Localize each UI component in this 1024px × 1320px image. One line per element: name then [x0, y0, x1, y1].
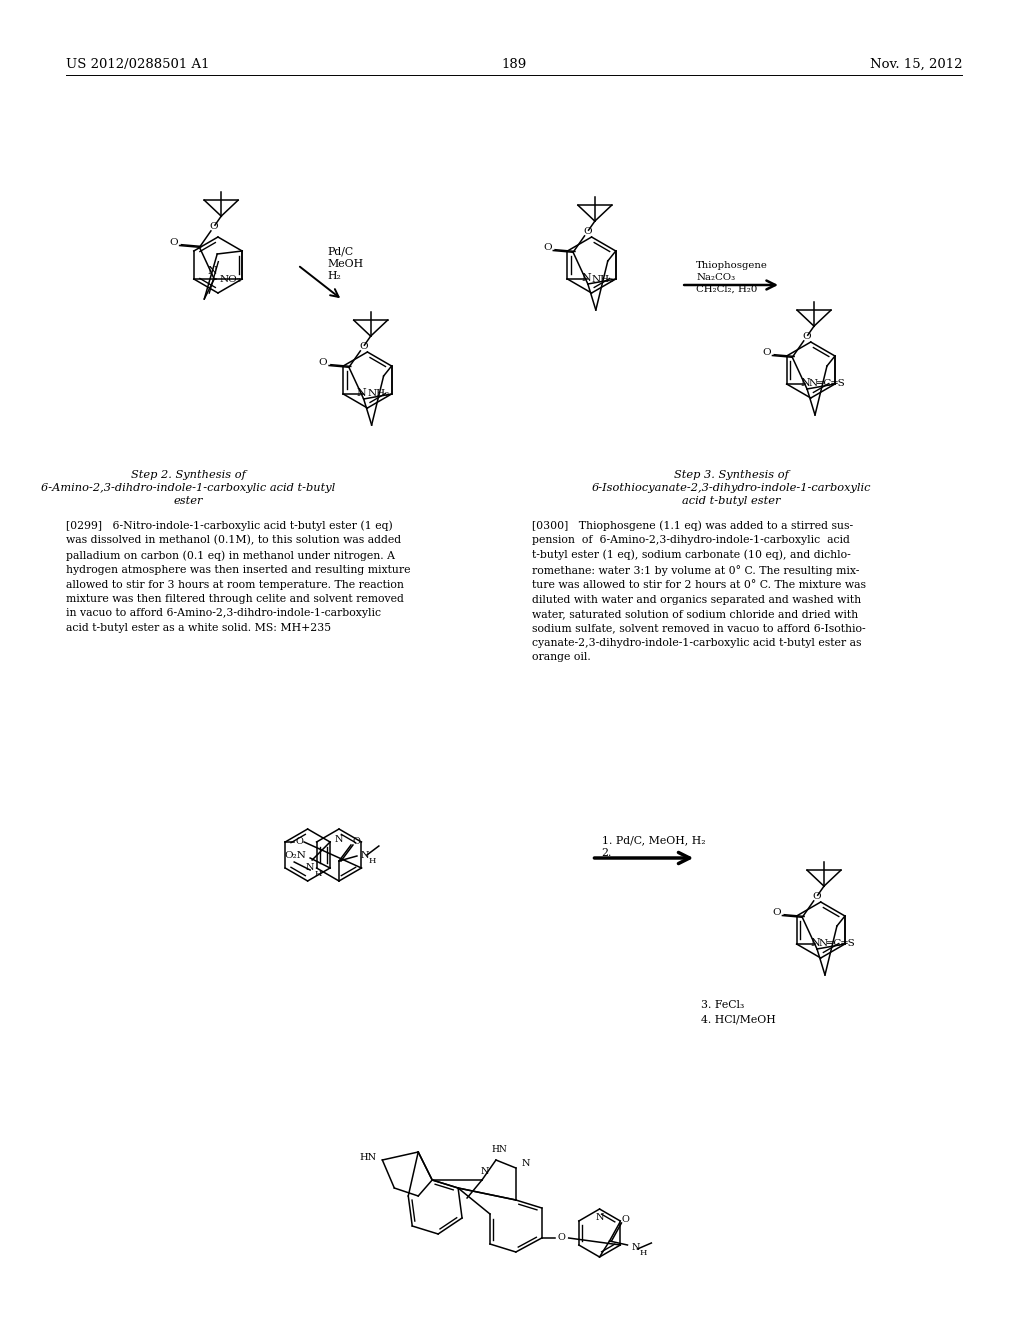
Text: H₂: H₂: [328, 271, 341, 281]
Text: N═C═S: N═C═S: [818, 940, 855, 949]
Text: Step 3. Synthesis of: Step 3. Synthesis of: [674, 470, 788, 480]
Text: O: O: [318, 358, 328, 367]
Text: N: N: [632, 1242, 640, 1251]
Text: N: N: [306, 862, 314, 871]
Text: O: O: [295, 837, 303, 846]
Text: H: H: [314, 870, 322, 878]
Text: N: N: [800, 378, 810, 388]
Text: Thiophosgene: Thiophosgene: [696, 261, 768, 271]
Text: 1. Pd/C, MeOH, H₂: 1. Pd/C, MeOH, H₂: [601, 836, 706, 845]
Text: O₂N: O₂N: [285, 851, 306, 861]
Text: 189: 189: [502, 58, 526, 71]
Text: O: O: [802, 333, 811, 342]
Text: O: O: [622, 1214, 630, 1224]
Text: N═C═S: N═C═S: [809, 380, 845, 388]
Text: N: N: [595, 1213, 604, 1222]
Text: [0299]   6-Nitro-indole-1-carboxylic acid t-butyl ester (1 eq)
was dissolved in : [0299] 6-Nitro-indole-1-carboxylic acid …: [66, 520, 410, 632]
Text: acid t-butyl ester: acid t-butyl ester: [682, 496, 780, 506]
Text: H: H: [369, 857, 376, 865]
Text: N: N: [581, 273, 591, 282]
Text: HN: HN: [492, 1146, 507, 1155]
Text: NH₂: NH₂: [591, 275, 613, 284]
Text: O: O: [210, 222, 218, 231]
Text: N: N: [480, 1167, 489, 1176]
Text: O: O: [583, 227, 592, 236]
Text: O: O: [772, 908, 780, 917]
Text: ester: ester: [173, 496, 203, 506]
Text: CH₂Cl₂, H₂0: CH₂Cl₂, H₂0: [696, 285, 758, 294]
Text: MeOH: MeOH: [328, 259, 364, 269]
Text: 2.: 2.: [601, 847, 612, 858]
Text: N: N: [521, 1159, 530, 1168]
Text: O: O: [558, 1233, 565, 1242]
Text: Na₂CO₃: Na₂CO₃: [696, 273, 735, 282]
Text: O: O: [543, 243, 552, 252]
Text: 3. FeCl₃: 3. FeCl₃: [701, 1001, 744, 1010]
Text: Pd/C: Pd/C: [328, 247, 353, 257]
Text: O: O: [762, 347, 771, 356]
Text: 6-Amino-2,3-dihdro-indole-1-carboxylic acid t-butyl: 6-Amino-2,3-dihdro-indole-1-carboxylic a…: [41, 483, 335, 492]
Text: NO₂: NO₂: [220, 275, 242, 284]
Text: O: O: [353, 837, 360, 846]
Text: N: N: [356, 388, 367, 399]
Text: N: N: [810, 939, 820, 948]
Text: H: H: [639, 1249, 647, 1257]
Text: 4. HCl/MeOH: 4. HCl/MeOH: [701, 1014, 776, 1024]
Text: Nov. 15, 2012: Nov. 15, 2012: [869, 58, 963, 71]
Text: NH₂: NH₂: [368, 389, 389, 399]
Text: Step 2. Synthesis of: Step 2. Synthesis of: [131, 470, 246, 480]
Text: 6-Isothiocyanate-2,3-dihydro-indole-1-carboxylic: 6-Isothiocyanate-2,3-dihydro-indole-1-ca…: [591, 483, 870, 492]
Text: N: N: [360, 851, 370, 861]
Text: [0300]   Thiophosgene (1.1 eq) was added to a stirred sus-
pension  of  6-Amino-: [0300] Thiophosgene (1.1 eq) was added t…: [531, 520, 866, 663]
Text: N: N: [335, 834, 343, 843]
Text: US 2012/0288501 A1: US 2012/0288501 A1: [66, 58, 209, 71]
Text: N: N: [207, 267, 217, 276]
Text: O: O: [812, 892, 821, 902]
Text: O: O: [169, 238, 178, 247]
Text: HN: HN: [359, 1152, 377, 1162]
Text: O: O: [359, 342, 368, 351]
